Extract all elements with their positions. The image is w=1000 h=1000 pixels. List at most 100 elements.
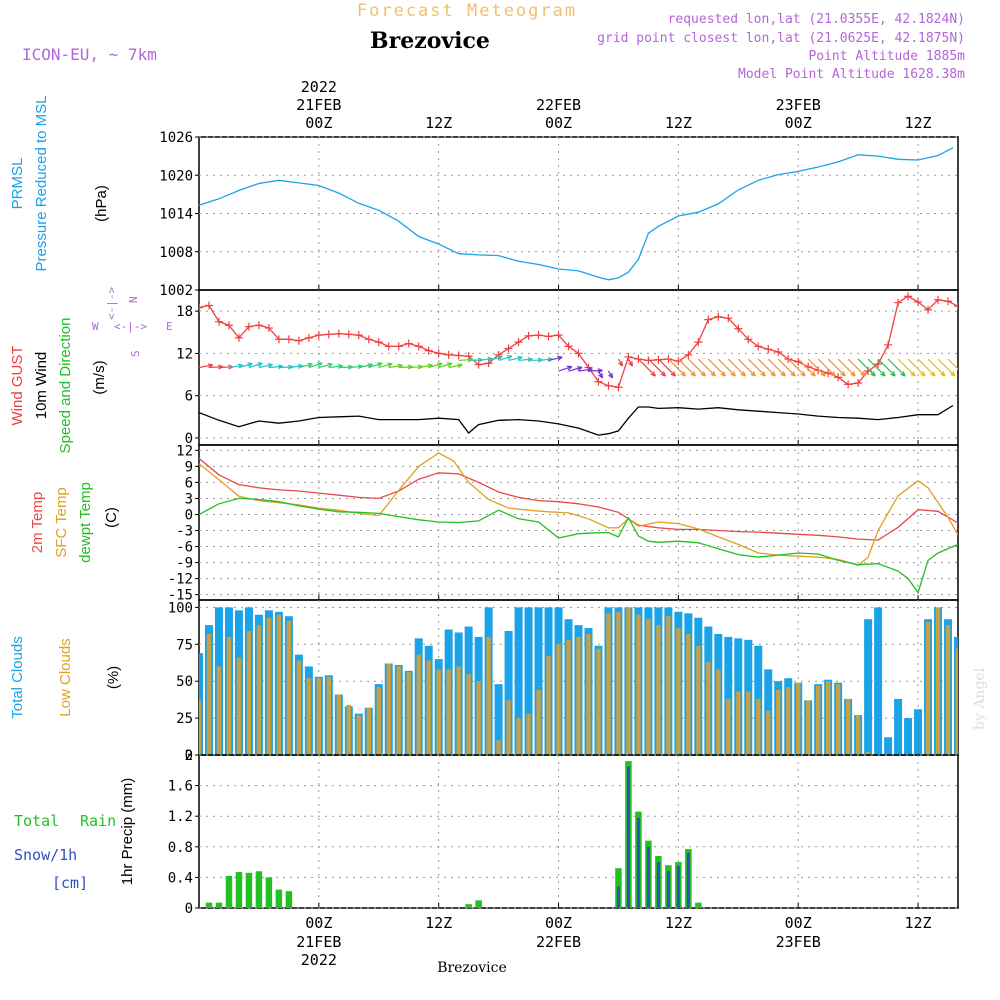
wind-arrow xyxy=(897,358,916,377)
wind-arrow xyxy=(458,358,473,362)
precip-bar xyxy=(245,872,253,908)
cloud-bar xyxy=(206,633,212,755)
wind-arrow xyxy=(478,357,493,362)
y-tick-label: 6 xyxy=(185,389,193,405)
cloud-bar xyxy=(966,652,970,755)
wind-arrow-head xyxy=(900,371,906,377)
cloud-bar xyxy=(546,656,551,755)
bottom-time-tick-label: 12Z xyxy=(905,914,932,932)
gust-marker xyxy=(284,335,293,344)
top-time-tick-label: 00Z xyxy=(545,114,572,132)
wind-arrow xyxy=(428,362,443,369)
cloud-bar xyxy=(246,631,252,755)
gust-marker xyxy=(374,338,383,347)
ylabel: dewpt Temp xyxy=(77,482,94,563)
wind-arrow xyxy=(518,358,533,362)
top-date-label: 22FEB xyxy=(536,96,581,114)
cloud-bar xyxy=(746,691,751,755)
cloud-bar xyxy=(326,676,332,755)
gust-marker xyxy=(504,344,513,353)
cloud-bar xyxy=(376,687,381,755)
point-altitude: Point Altitude 1885m xyxy=(808,49,965,64)
gust-marker xyxy=(604,381,613,390)
wind-arrow xyxy=(777,358,796,377)
precip-bar xyxy=(285,891,293,908)
wind-arrow xyxy=(647,358,666,377)
wind-arrow xyxy=(448,364,463,369)
wind-arrow-head xyxy=(710,371,716,377)
cloud-bar xyxy=(716,669,721,755)
cloud-bar xyxy=(406,672,411,755)
y-tick-label: 0 xyxy=(185,901,193,917)
wind-arrow xyxy=(817,358,836,377)
wind-arrow-head xyxy=(720,371,726,377)
cloud-bar xyxy=(894,698,903,755)
gust-marker xyxy=(294,336,303,345)
wind-arrow-head xyxy=(497,355,503,361)
wind-arrow-head xyxy=(740,371,746,377)
super-title: Forecast Meteogram xyxy=(357,1,577,21)
gust-marker xyxy=(444,350,453,359)
top-time-tick-label: 12Z xyxy=(905,114,932,132)
wind-arrow xyxy=(358,363,373,369)
grid-point-coords: grid point closest lon,lat (21.0625E, 42… xyxy=(597,31,965,46)
model-label: ICON-EU, ~ 7km xyxy=(22,45,157,64)
wind-arrow xyxy=(787,358,806,377)
cloud-bar xyxy=(904,718,913,755)
top-time-tick-label: 12Z xyxy=(665,114,692,132)
cloud-bar xyxy=(516,718,521,755)
wind-arrow-head xyxy=(257,362,263,367)
compass-arrows-h: <-|-> xyxy=(114,320,147,333)
gust-marker xyxy=(854,379,863,387)
wind-arrow xyxy=(907,358,926,377)
cloud-bar xyxy=(276,614,282,755)
y-tick-label: 9 xyxy=(185,459,193,475)
precip-bar xyxy=(225,875,233,908)
cloud-bar xyxy=(236,657,242,755)
ylabel: PRMSL xyxy=(9,158,26,210)
series-line-10m-wind xyxy=(199,404,954,436)
y-tick-label: 25 xyxy=(176,711,193,727)
top-date-label: 21FEB xyxy=(296,96,341,114)
y-tick-label: 1026 xyxy=(159,130,193,146)
gust-marker xyxy=(199,303,203,312)
wind-arrow-head xyxy=(950,371,956,377)
wind-arrow-head xyxy=(307,362,313,368)
gust-marker xyxy=(324,330,333,339)
wind-arrow xyxy=(238,363,253,369)
wind-arrow xyxy=(927,358,946,377)
cloud-bar xyxy=(514,607,523,755)
ylabel: 10m Wind xyxy=(33,352,50,420)
gust-marker xyxy=(704,315,713,324)
gust-marker xyxy=(884,340,893,349)
gust-marker xyxy=(394,342,403,351)
gust-marker xyxy=(424,346,433,355)
gust-marker xyxy=(274,335,283,344)
wind-arrow xyxy=(797,358,816,377)
cloud-bar xyxy=(686,633,691,755)
wind-arrow xyxy=(228,364,243,369)
cloud-bar xyxy=(815,685,821,755)
wind-arrow-head xyxy=(860,371,866,377)
gust-marker xyxy=(954,302,958,311)
precip-bar xyxy=(666,871,670,908)
gust-marker xyxy=(594,377,603,386)
gust-marker xyxy=(334,329,343,338)
gust-marker xyxy=(404,339,413,348)
gust-marker xyxy=(354,331,363,340)
cloud-bar xyxy=(566,639,571,755)
gust-marker xyxy=(464,352,473,361)
precip-bar xyxy=(475,900,482,908)
cloud-bar xyxy=(666,616,671,755)
cloud-bar xyxy=(766,710,771,755)
wind-arrow xyxy=(857,358,876,377)
wind-arrow-head xyxy=(457,363,463,369)
y-tick-label: 1002 xyxy=(159,283,193,299)
gust-marker xyxy=(764,345,773,354)
y-tick-label: 0 xyxy=(185,748,193,764)
cloud-bar xyxy=(626,607,631,755)
wind-arrow-head xyxy=(820,371,826,377)
pressure-plot-area xyxy=(199,147,954,281)
precip-bar xyxy=(616,886,620,908)
